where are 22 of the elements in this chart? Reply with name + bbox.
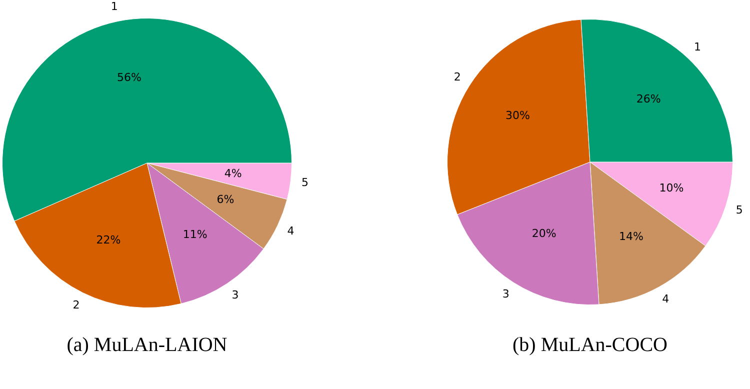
slice-label: 1	[694, 40, 701, 54]
data-label: 20%	[532, 227, 556, 240]
slice-label: 1	[110, 0, 118, 14]
slice-label: 4	[287, 224, 294, 238]
data-label: 11%	[182, 228, 208, 242]
data-label: 30%	[505, 108, 530, 122]
slice-label: 4	[662, 292, 670, 306]
data-label: 56%	[116, 70, 142, 84]
text: (b) MuLAn-COCO	[512, 334, 668, 357]
slice-label: 3	[232, 288, 239, 302]
data-label: 14%	[619, 230, 644, 243]
slice-label: 5	[736, 203, 743, 216]
data-label: 6%	[216, 193, 234, 206]
data-label: 26%	[636, 92, 661, 106]
data-label: 10%	[659, 181, 684, 194]
slice-label: 2	[454, 70, 461, 84]
slice-label: 5	[301, 176, 308, 190]
data-label: 22%	[96, 234, 121, 247]
data-label: 4%	[224, 166, 242, 180]
slice-label: 3	[502, 287, 510, 300]
slice-label: 2	[72, 298, 80, 312]
text: (a) MuLAn-LAION	[66, 334, 228, 357]
